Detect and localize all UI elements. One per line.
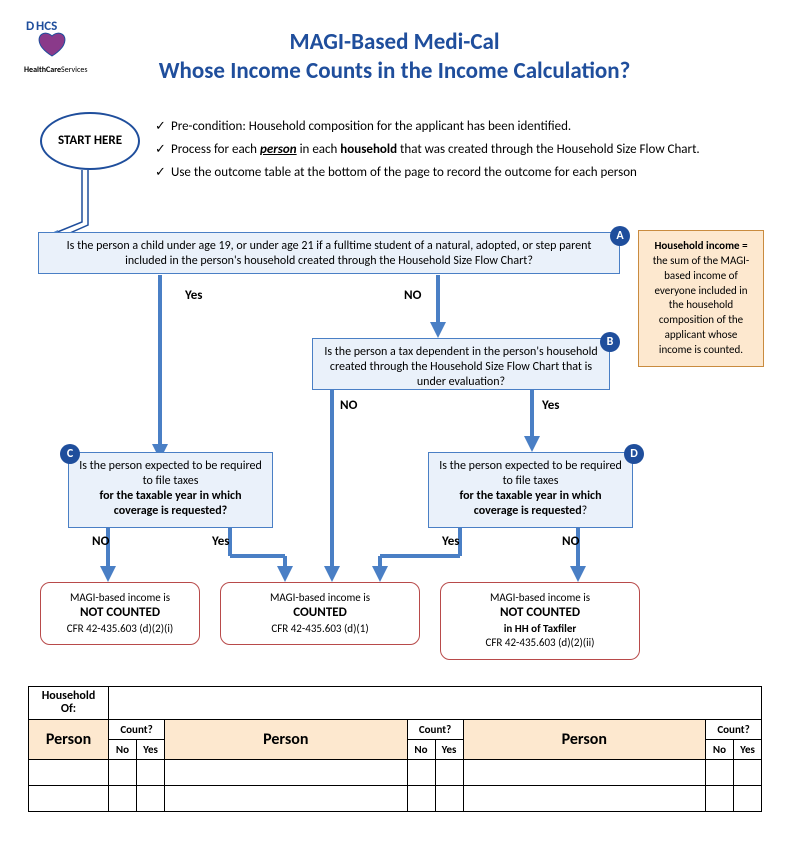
household-income-definition: Household income = the sum of the MAGI-b… [638, 230, 764, 367]
label-b-yes: Yes [542, 398, 559, 413]
tbl-person-1: Person [29, 720, 109, 760]
outcome-table: Household Of: Person Count? Person Count… [28, 686, 762, 812]
tbl-no-2: No [407, 740, 435, 760]
badge-c: C [60, 444, 80, 464]
decision-d: Is the person expected to be required to… [428, 452, 633, 528]
tbl-count-3: Count? [706, 720, 762, 740]
outcome-counted: MAGI-based income is COUNTED CFR 42-435.… [220, 582, 420, 645]
outcome-not-counted-2: MAGI-based income is NOT COUNTED in HH o… [440, 582, 640, 660]
start-node: START HERE [40, 112, 140, 170]
label-a-no: NO [404, 288, 421, 303]
tbl-yes-1: Yes [137, 740, 165, 760]
decision-a: Is the person a child under age 19, or u… [38, 232, 620, 274]
tbl-yes-2: Yes [435, 740, 463, 760]
label-d-yes: Yes [442, 534, 459, 549]
tbl-count-2: Count? [407, 720, 463, 740]
decision-c: Is the person expected to be required to… [68, 452, 273, 528]
badge-b: B [600, 332, 620, 352]
label-d-no: NO [562, 534, 579, 549]
tbl-no-3: No [706, 740, 734, 760]
tbl-person-2: Person [165, 720, 408, 760]
tbl-person-3: Person [463, 720, 706, 760]
tbl-household-of: Household Of: [29, 687, 109, 720]
badge-d: D [624, 444, 644, 464]
tbl-count-1: Count? [109, 720, 165, 740]
label-a-yes: Yes [185, 288, 202, 303]
decision-b: Is the person a tax dependent in the per… [312, 338, 610, 390]
tbl-yes-3: Yes [734, 740, 762, 760]
badge-a: A [610, 226, 630, 246]
label-b-no: NO [340, 398, 357, 413]
tbl-no-1: No [109, 740, 137, 760]
outcome-not-counted-1: MAGI-based income is NOT COUNTED CFR 42-… [40, 582, 200, 645]
label-c-no: NO [92, 534, 109, 549]
label-c-yes: Yes [212, 534, 229, 549]
